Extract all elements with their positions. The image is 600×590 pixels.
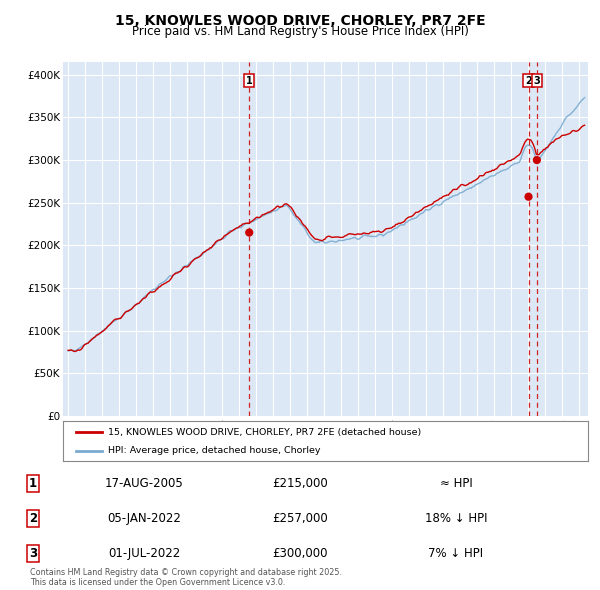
Text: 7% ↓ HPI: 7% ↓ HPI <box>428 547 484 560</box>
Text: £257,000: £257,000 <box>272 512 328 525</box>
Text: Contains HM Land Registry data © Crown copyright and database right 2025.
This d: Contains HM Land Registry data © Crown c… <box>30 568 342 587</box>
Text: HPI: Average price, detached house, Chorley: HPI: Average price, detached house, Chor… <box>107 446 320 455</box>
Text: 17-AUG-2005: 17-AUG-2005 <box>104 477 184 490</box>
Text: £215,000: £215,000 <box>272 477 328 490</box>
Text: 01-JUL-2022: 01-JUL-2022 <box>108 547 180 560</box>
Text: 15, KNOWLES WOOD DRIVE, CHORLEY, PR7 2FE: 15, KNOWLES WOOD DRIVE, CHORLEY, PR7 2FE <box>115 14 485 28</box>
Point <box>244 228 254 237</box>
Text: 1: 1 <box>29 477 37 490</box>
Text: Price paid vs. HM Land Registry's House Price Index (HPI): Price paid vs. HM Land Registry's House … <box>131 25 469 38</box>
Point <box>524 192 533 201</box>
Text: 3: 3 <box>29 547 37 560</box>
Text: 05-JAN-2022: 05-JAN-2022 <box>107 512 181 525</box>
Text: 15, KNOWLES WOOD DRIVE, CHORLEY, PR7 2FE (detached house): 15, KNOWLES WOOD DRIVE, CHORLEY, PR7 2FE… <box>107 428 421 437</box>
Text: 2: 2 <box>29 512 37 525</box>
Text: 18% ↓ HPI: 18% ↓ HPI <box>425 512 487 525</box>
Text: £300,000: £300,000 <box>272 547 328 560</box>
Point <box>532 155 542 165</box>
Text: 1: 1 <box>246 76 253 86</box>
Text: 2: 2 <box>525 76 532 86</box>
Text: ≈ HPI: ≈ HPI <box>440 477 472 490</box>
Text: 3: 3 <box>533 76 540 86</box>
